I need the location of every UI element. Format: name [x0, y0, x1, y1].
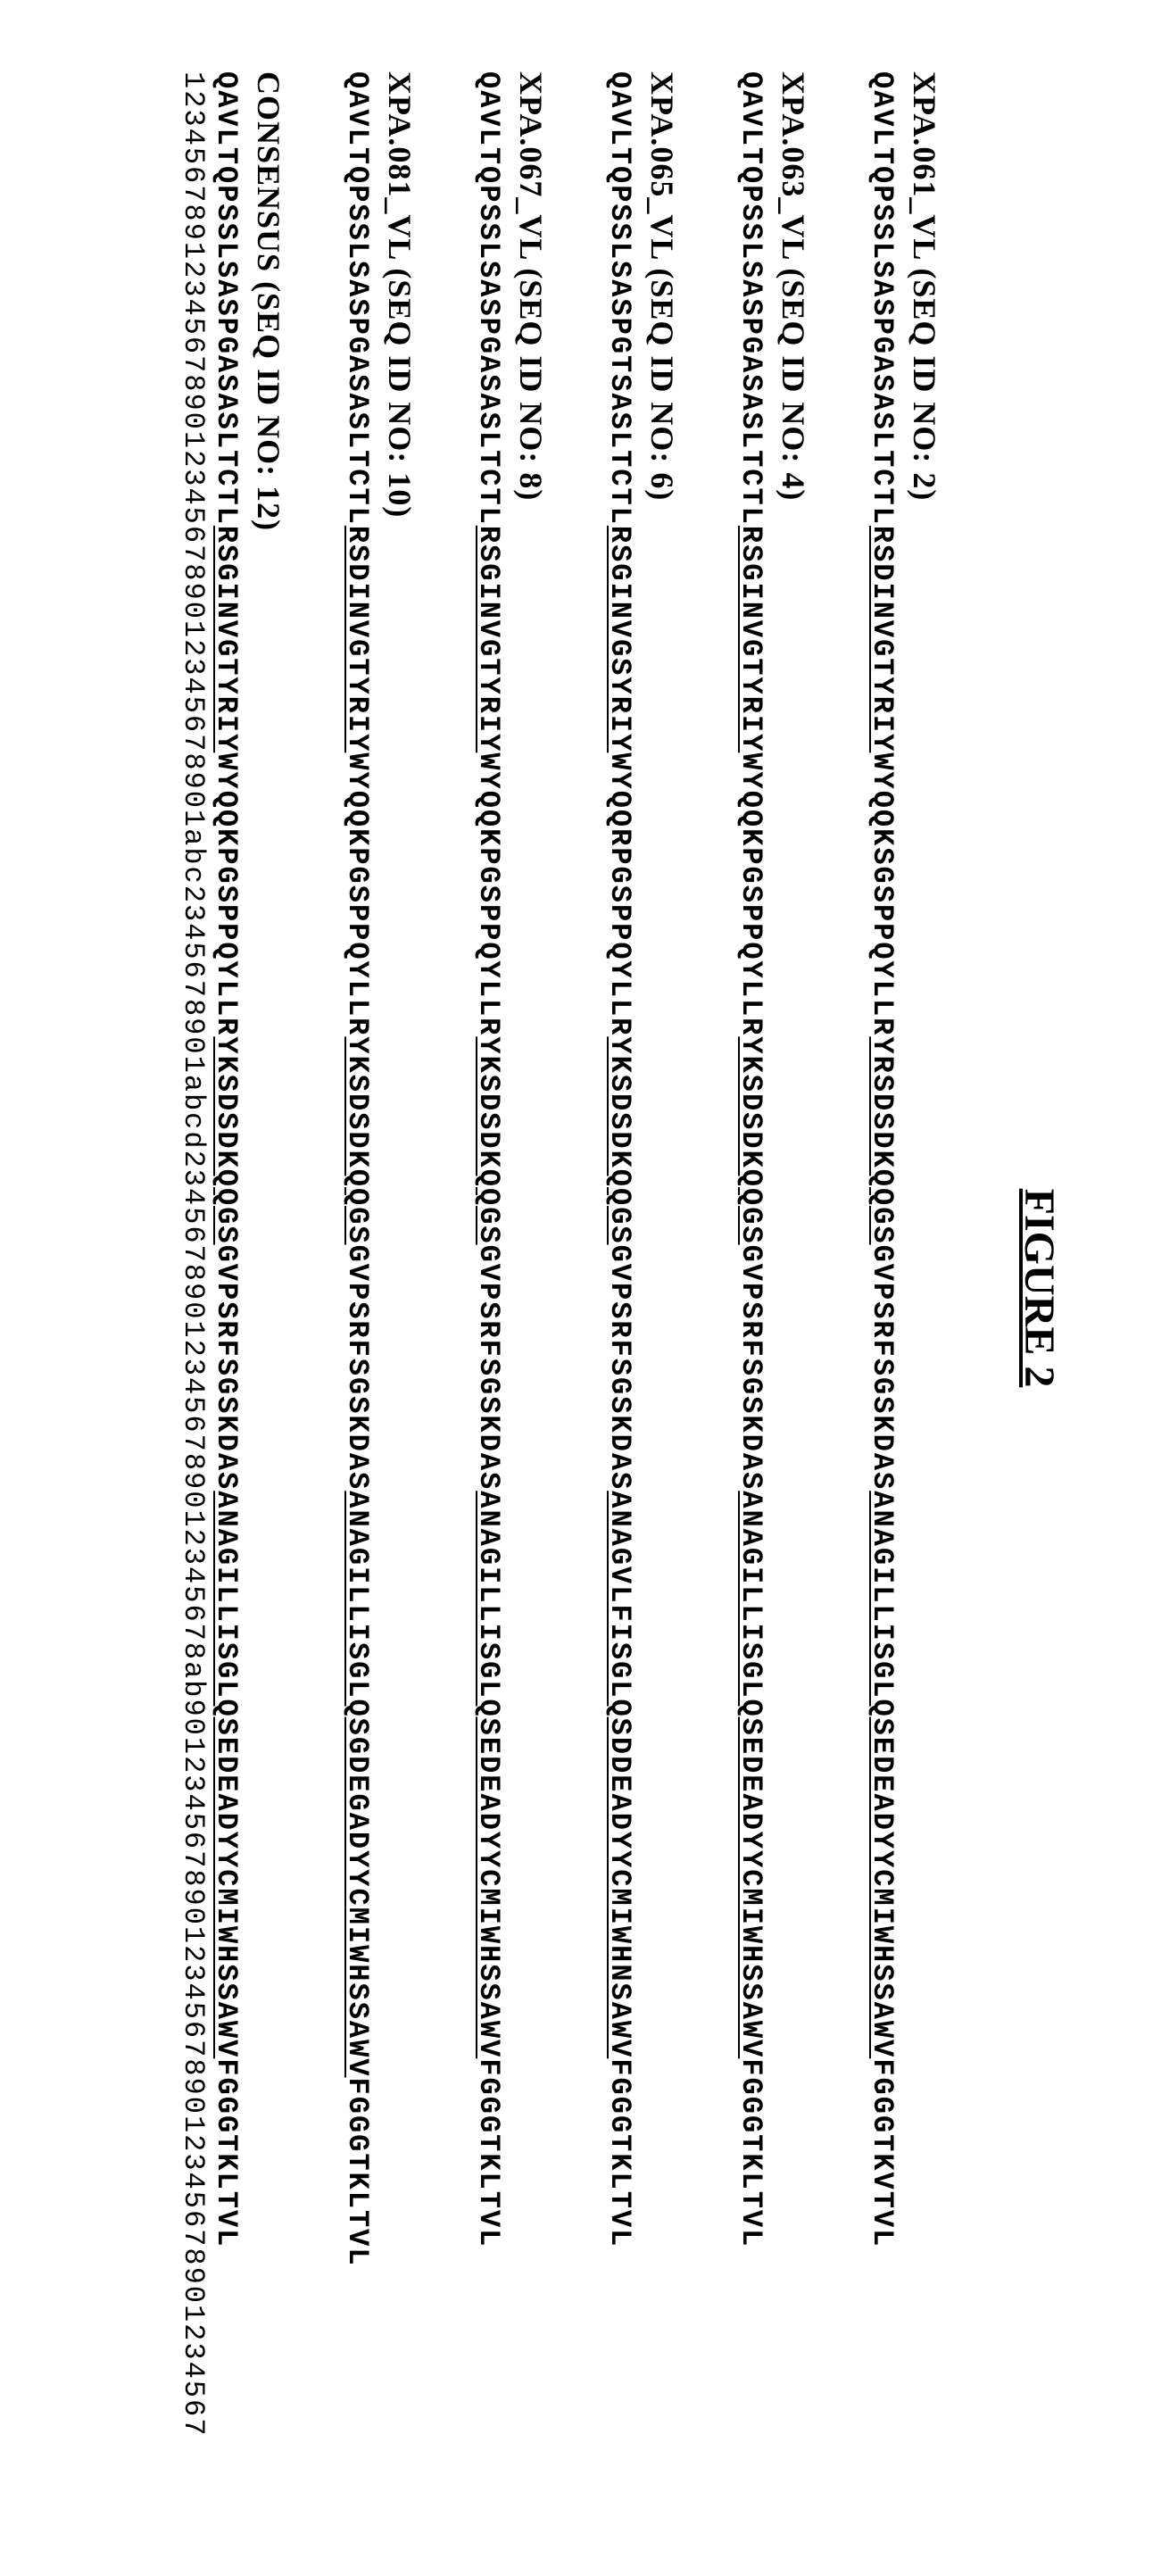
cdr-region: ANAGILLISGLQSEDEADYYC — [210, 1491, 243, 1888]
framework-region: FGGGTKLTVL — [341, 2078, 374, 2267]
cdr-region: YKSDSDKQQGS — [734, 1036, 767, 1244]
framework-region: GVPSRFSGSKDAS — [472, 1245, 505, 1492]
sequence-text: QAVLTQPSSLSASPGASASLTCTLRSGINVGTYRIYWYQQ… — [472, 71, 505, 2505]
sequence-entry-xpa061: XPA.061_VL (SEQ ID NO: 2)QAVLTQPSSLSASPG… — [866, 71, 943, 2505]
cdr-region: ANAGILLISGLQSEDEADYYC — [734, 1491, 767, 1888]
sequence-text: QAVLTQPSSLSASPGASASLTCTLRSGINVGTYRIYWYQQ… — [734, 71, 767, 2505]
cdr-region: RSDINVGTYRIY — [341, 526, 374, 752]
cdr-region: MIWHSSAWV — [341, 1907, 374, 2078]
sequence-text: QAVLTQPSSLSASPGASASLTCTLRSDINVGTYRIYWYQQ… — [866, 71, 899, 2505]
cdr-region: MIWHSSAWV — [472, 1889, 505, 2059]
framework-region: QAVLTQPSSLSASPGASASLTCTL — [734, 71, 767, 526]
framework-region: FGGGTKLTVL — [210, 2058, 243, 2248]
framework-region: QAVLTQPSSLSASPGASASLTCTL — [472, 71, 505, 526]
framework-region: QAVLTQPSSLSASPGTSASLTCTL — [603, 71, 636, 526]
cdr-region: RSGINVGTYRIY — [210, 526, 243, 752]
cdr-region: YKSDSDKQQGS — [472, 1036, 505, 1244]
figure-title: FIGURE 2 — [1015, 71, 1064, 2505]
sequence-label: XPA.063_VL (SEQ ID NO: 4) — [775, 71, 812, 2505]
framework-region: WYQQKPGSPPQYLLR — [341, 752, 374, 1036]
sequence-text: QAVLTQPSSLSASPGASASLTCTLRSDINVGTYRIYWYQQ… — [341, 71, 374, 2505]
cdr-region: YKSDSDKQQGS — [341, 1036, 374, 1244]
framework-region: QAVLTQPSSLSASPGASASLTCTL — [341, 71, 374, 526]
cdr-region: MIWHSSAWV — [210, 1889, 243, 2059]
cdr-region: MIWHSSAWV — [866, 1889, 899, 2059]
figure-page: FIGURE 2 XPA.061_VL (SEQ ID NO: 2)QAVLTQ… — [0, 0, 1153, 2576]
sequence-entry-xpa065: XPA.065_VL (SEQ ID NO: 6)QAVLTQPSSLSASPG… — [603, 71, 681, 2505]
framework-region: WYQQKSGSPPQYLLR — [866, 752, 899, 1036]
sequence-entry-xpa067: XPA.067_VL (SEQ ID NO: 8)QAVLTQPSSLSASPG… — [472, 71, 550, 2505]
cdr-region: YRSDSDKQQGS — [866, 1036, 899, 1244]
framework-region: WYQQKPGSPPQYLLR — [472, 752, 505, 1036]
sequence-label: XPA.061_VL (SEQ ID NO: 2) — [906, 71, 943, 2505]
framework-region: GVPSRFSGSKDAS — [734, 1245, 767, 1492]
cdr-region: MIWHNSAWV — [603, 1889, 636, 2059]
framework-region: WYQQRPGSPPQYLLR — [603, 752, 636, 1036]
sequence-label: XPA.081_VL (SEQ ID NO: 10) — [381, 71, 419, 2505]
framework-region: WYQQKPGSPPQYLLR — [734, 752, 767, 1036]
framework-region: FGGGTKLTVL — [472, 2058, 505, 2248]
framework-region: GVPSRFSGSKDAS — [341, 1245, 374, 1492]
sequence-entry-xpa081: XPA.081_VL (SEQ ID NO: 10)QAVLTQPSSLSASP… — [341, 71, 419, 2505]
cdr-region: RSDINVGTYRIY — [866, 526, 899, 752]
framework-region: GVPSRFSGSKDAS — [210, 1245, 243, 1492]
framework-region: QAVLTQPSSLSASPGASASLTCTL — [866, 71, 899, 526]
sequence-label: CONSENSUS (SEQ ID NO: 12) — [250, 71, 287, 2505]
sequence-numbering: 1234567891234567890123456789012345678901… — [177, 71, 210, 2505]
framework-region: FGGGTKLTVL — [603, 2058, 636, 2248]
framework-region: QAVLTQPSSLSASPGASASLTCTL — [210, 71, 243, 526]
sequence-entry-consensus: CONSENSUS (SEQ ID NO: 12)QAVLTQPSSLSASPG… — [177, 71, 287, 2505]
cdr-region: RSGINVGTYRIY — [734, 526, 767, 752]
cdr-region: MIWHSSAWV — [734, 1889, 767, 2059]
cdr-region: YKSDSDKQQGS — [210, 1036, 243, 1244]
sequence-text: QAVLTQPSSLSASPGASASLTCTLRSGINVGTYRIYWYQQ… — [210, 71, 243, 2505]
cdr-region: ANAGVLFISGLQSDDEADYYC — [603, 1491, 636, 1888]
framework-region: GVPSRFSGSKDAS — [866, 1245, 899, 1492]
sequences-container: XPA.061_VL (SEQ ID NO: 2)QAVLTQPSSLSASPG… — [177, 71, 943, 2505]
cdr-region: ANAGILLISGLQSEDEADYYC — [866, 1491, 899, 1888]
framework-region: FGGGTKLTVL — [734, 2058, 767, 2248]
cdr-region: RSGINVGTYRIY — [472, 526, 505, 752]
framework-region: WYQQKPGSPPQYLLR — [210, 752, 243, 1036]
framework-region: GVPSRFSGSKDAS — [603, 1245, 636, 1492]
cdr-region: YKSDSDKQQGS — [603, 1036, 636, 1244]
sequence-text: QAVLTQPSSLSASPGTSASLTCTLRSGINVGSYRIYWYQQ… — [603, 71, 636, 2505]
sequence-label: XPA.065_VL (SEQ ID NO: 6) — [643, 71, 681, 2505]
sequence-entry-xpa063: XPA.063_VL (SEQ ID NO: 4)QAVLTQPSSLSASPG… — [734, 71, 812, 2505]
framework-region: FGGGTKVTVL — [866, 2058, 899, 2248]
cdr-region: ANAGILLISGLQSEDEADYYC — [472, 1491, 505, 1888]
cdr-region: RSGINVGSYRIY — [603, 526, 636, 752]
sequence-label: XPA.067_VL (SEQ ID NO: 8) — [512, 71, 550, 2505]
cdr-region: ANAGILLISGLQSGDEGADYYC — [341, 1491, 374, 1907]
